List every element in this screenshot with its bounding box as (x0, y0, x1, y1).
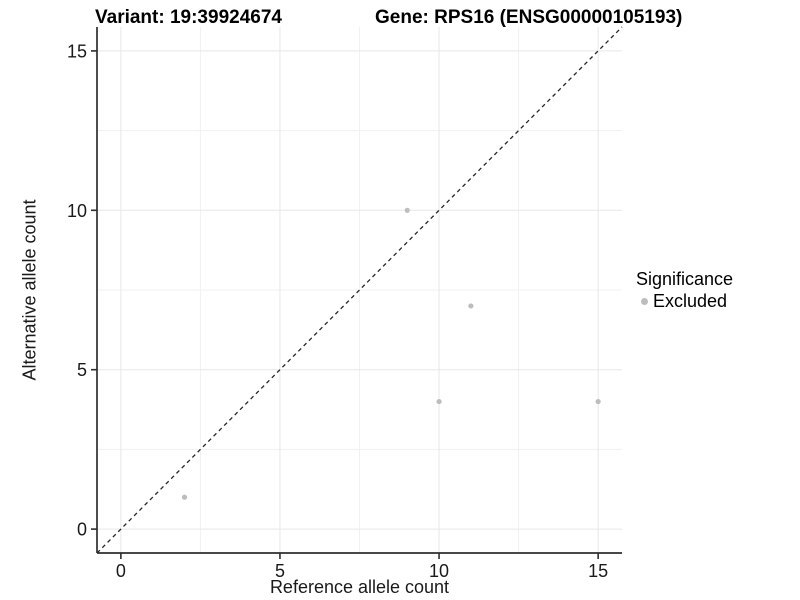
y-tick-label: 15 (67, 41, 87, 61)
y-tick-label: 10 (67, 201, 87, 221)
y-tick-label: 5 (77, 360, 87, 380)
data-point (181, 494, 188, 500)
identity-dashed-line (96, 26, 623, 554)
legend-item-label: Excluded (653, 291, 728, 311)
y-axis-title: Alternative allele count (19, 199, 40, 381)
data-point (468, 303, 474, 309)
data-point (595, 398, 601, 405)
legend: Significance Excluded (636, 269, 733, 312)
y-tick-label: 0 (77, 520, 87, 540)
x-axis-title: Reference allele count (269, 577, 450, 597)
x-tick-label: 5 (275, 561, 285, 581)
legend-item-excluded: Excluded (636, 291, 733, 312)
x-tick-label: 15 (588, 561, 608, 581)
plot-title-gene: Gene: RPS16 (ENSG00000105193) (375, 7, 683, 28)
data-point (436, 398, 442, 405)
x-tick-label: 0 (116, 561, 126, 581)
excluded-point-icon (641, 298, 648, 305)
legend-title: Significance (636, 269, 734, 289)
x-tick-label: 10 (429, 561, 449, 581)
plot-title-variant: Variant: 19:39924674 (95, 7, 282, 28)
data-point (404, 207, 410, 213)
